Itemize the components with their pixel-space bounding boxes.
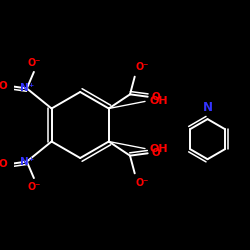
- Text: OH: OH: [150, 144, 169, 154]
- Text: N⁺: N⁺: [20, 156, 34, 166]
- Text: N⁺: N⁺: [20, 84, 34, 94]
- Text: N: N: [202, 102, 212, 114]
- Text: O: O: [151, 148, 160, 158]
- Text: O: O: [0, 159, 7, 169]
- Text: O: O: [0, 81, 7, 91]
- Text: O⁻: O⁻: [136, 178, 149, 188]
- Text: O⁻: O⁻: [136, 62, 149, 72]
- Text: OH: OH: [150, 96, 169, 106]
- Text: O: O: [151, 92, 160, 102]
- Text: O⁻: O⁻: [27, 58, 40, 68]
- Text: O⁻: O⁻: [27, 182, 40, 192]
